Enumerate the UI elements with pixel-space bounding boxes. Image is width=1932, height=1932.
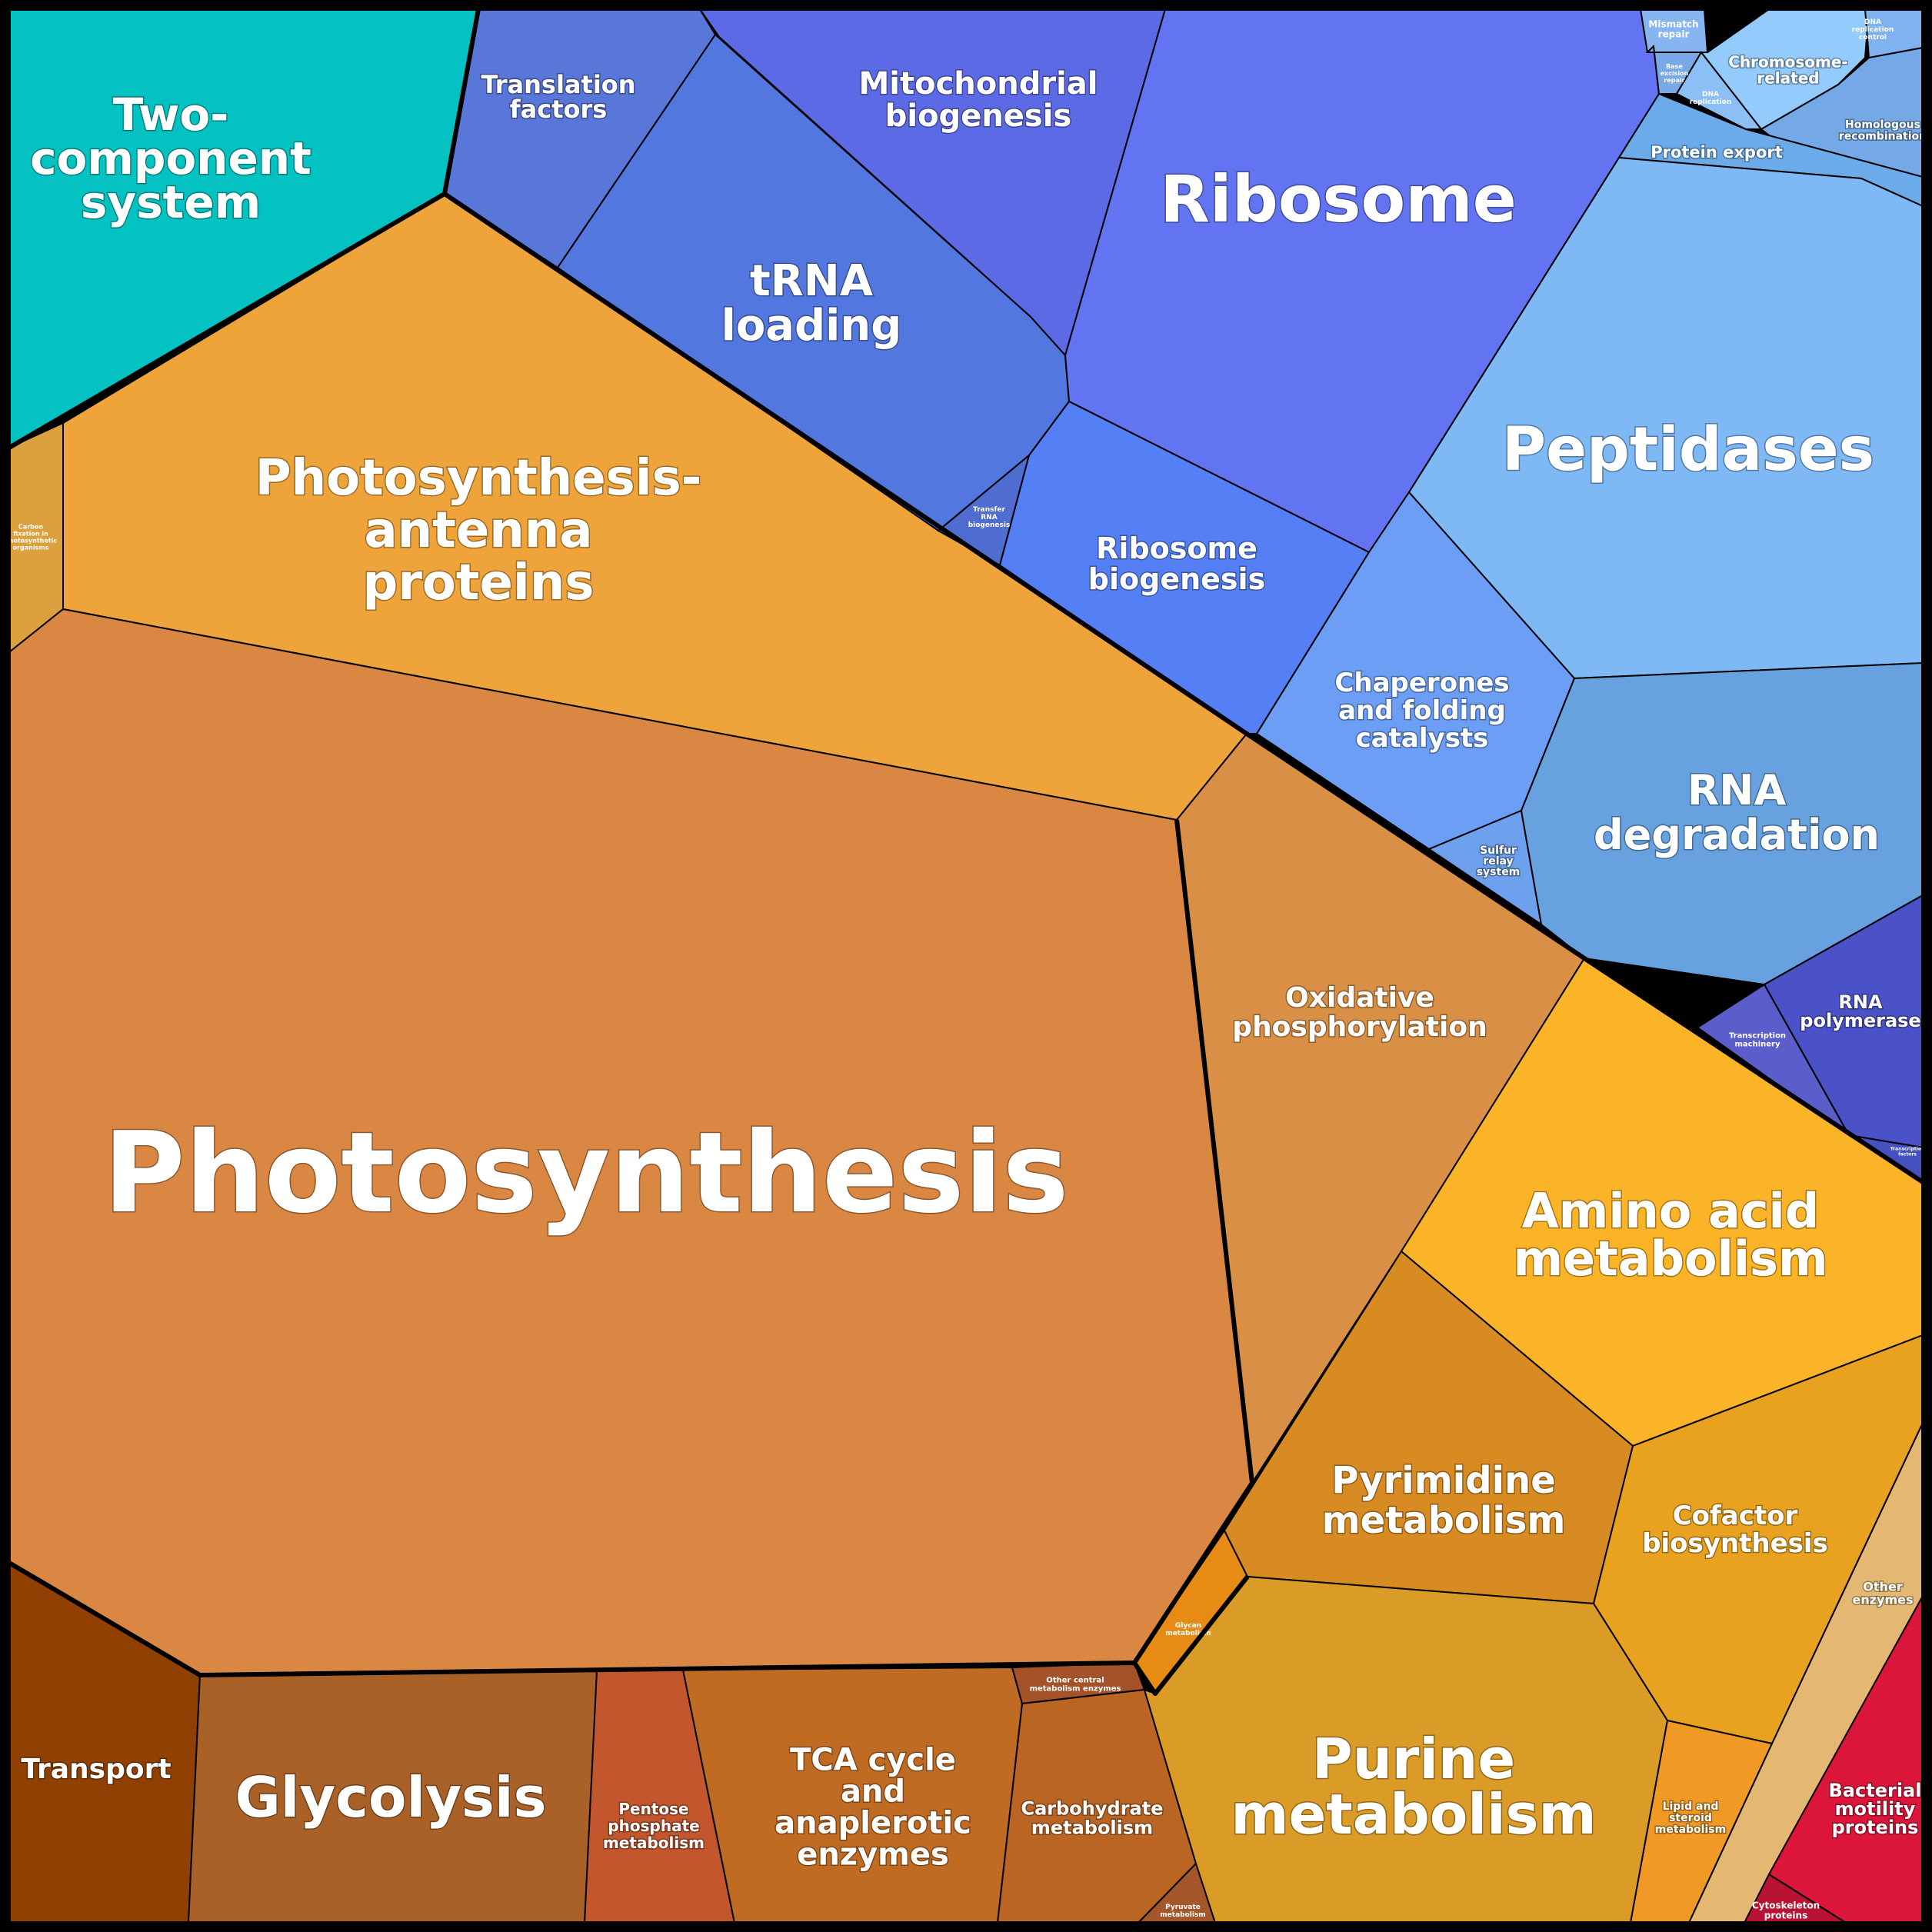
label-ribosome-biogenesis: Ribosome biogenesis — [1088, 531, 1265, 596]
label-other-central-metabolism-enzymes: Other central metabolism enzymes — [1030, 1677, 1121, 1694]
label-base-excision-repair: Base excision repair — [1661, 63, 1689, 84]
label-trna-loading: tRNA loading — [721, 256, 902, 351]
label-transcription-factors: Transcription factors — [1890, 1146, 1924, 1157]
label-mitochondrial-biogenesis: Mitochondrial biogenesis — [858, 66, 1098, 134]
group-separator — [1132, 819, 1254, 1664]
label-cofactor-biosynthesis: Cofactor biosynthesis — [1642, 1501, 1828, 1559]
label-transcription-machinery: Transcription machinery — [1729, 1032, 1786, 1049]
label-pyruvate-metabolism: Pyruvate metabolism — [1160, 1904, 1205, 1919]
label-transfer-rna-biogenesis: Transfer RNA biogenesis — [968, 506, 1011, 529]
label-tca-cycle: TCA cycle and anaplerotic enzymes — [774, 1743, 971, 1873]
label-ribosome: Ribosome — [1160, 162, 1517, 237]
label-glycolysis: Glycolysis — [235, 1765, 547, 1830]
label-translation-factors: Translation factors — [481, 70, 635, 124]
label-pyrimidine-metabolism: Pyrimidine metabolism — [1322, 1459, 1566, 1542]
label-rna-polymerase: RNA polymerase — [1800, 991, 1920, 1031]
label-photosynthesis: Photosynthesis — [103, 1108, 1068, 1238]
label-carbon-fixation: Carbon fixation in photosynthetic organisms — [5, 523, 57, 551]
cell-base-excision-repair[interactable] — [1645, 44, 1703, 95]
label-peptidases: Peptidases — [1502, 415, 1874, 485]
group-separator — [8, 192, 1924, 1184]
label-dna-replication: DNA replication — [1690, 91, 1732, 106]
label-two-component-system: Two-component system — [30, 88, 311, 228]
label-chromosome-related: Chromosome-related — [1728, 52, 1847, 87]
label-bacterial-motility-proteins: Bacterial motility proteins — [1829, 1780, 1922, 1838]
label-glycan-metabolism: Glycan metabolism — [1165, 1622, 1211, 1637]
group-separator — [442, 8, 481, 195]
label-cytoskeleton-proteins: Cytoskeleton proteins — [1752, 1900, 1820, 1920]
label-pentose-phosphate-metabolism: Pentose phosphate metabolism — [603, 1800, 705, 1852]
label-protein-export: Protein export — [1651, 143, 1783, 162]
label-transport: Transport — [21, 1754, 171, 1785]
label-carbohydrate-metabolism: Carbohydrate metabolism — [1021, 1798, 1163, 1839]
label-rna-degradation: RNA degradation — [1594, 766, 1880, 859]
label-chaperones-and-folding-catalysts: Chaperones and folding catalysts — [1334, 668, 1509, 754]
label-homologous-recombination: Homologous recombination — [1839, 119, 1927, 143]
label-sulfur-relay-system: Sulfur relay system — [1477, 844, 1521, 878]
label-photosynthesis-antenna-proteins: Photosynthesis-antenna proteins — [255, 450, 702, 611]
label-lipid-and-steroid-metabolism: Lipid and steroid metabolism — [1655, 1800, 1726, 1836]
label-mismatch-repair: Mismatch repair — [1648, 18, 1698, 39]
label-dna-replication-control: DNA replication control — [1852, 18, 1894, 42]
label-purine-metabolism: Purine metabolism — [1231, 1727, 1596, 1847]
label-amino-acid-metabolism: Amino acid metabolism — [1513, 1183, 1827, 1287]
label-other-enzymes: Other enzymes — [1852, 1579, 1913, 1607]
label-oxidative-phosphorylation: Oxidative phosphorylation — [1232, 982, 1487, 1043]
